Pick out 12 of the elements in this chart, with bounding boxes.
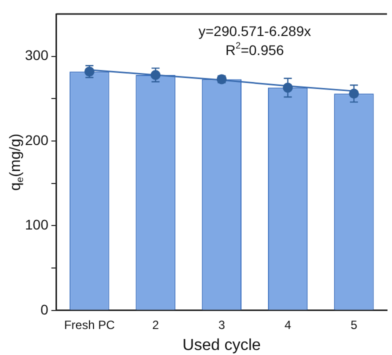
x-tick-label: 2 [152, 318, 160, 332]
y-tick-label: 200 [25, 132, 49, 148]
x-tick-label: 4 [284, 318, 292, 332]
y-tick-label: 300 [25, 47, 49, 64]
x-tick-label: 3 [218, 318, 226, 332]
annotation: y=290.571-6.289x [198, 22, 311, 39]
y-tick-label: 100 [25, 216, 49, 233]
y-axis-title: qe(mg/g) [7, 134, 26, 191]
y-tick-label: 0 [40, 301, 49, 318]
x-tick-label: Fresh PC [64, 318, 116, 332]
x-axis-title: Used cycle [182, 336, 261, 354]
x-tick-label: 5 [350, 318, 358, 332]
